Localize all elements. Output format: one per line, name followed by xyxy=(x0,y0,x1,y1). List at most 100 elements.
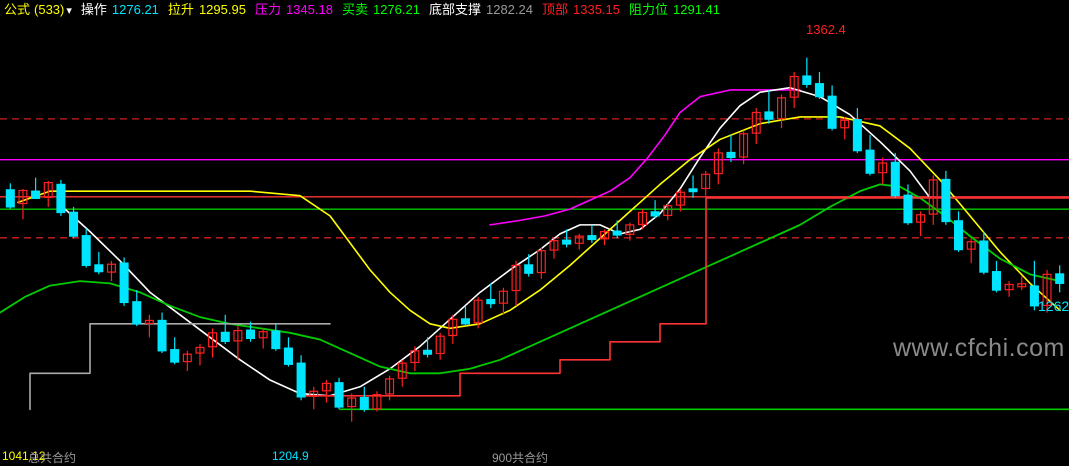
candle[interactable] xyxy=(1042,269,1052,313)
candle[interactable] xyxy=(878,157,888,185)
candle[interactable] xyxy=(536,247,546,279)
candle[interactable] xyxy=(385,375,395,401)
candle[interactable] xyxy=(511,260,521,306)
candle[interactable] xyxy=(764,89,774,124)
candle[interactable] xyxy=(726,134,736,162)
candle[interactable] xyxy=(840,116,850,140)
candle[interactable] xyxy=(144,314,154,338)
candle[interactable] xyxy=(612,220,622,239)
candle[interactable] xyxy=(625,222,635,241)
indicator-buysell[interactable]: 买卖 1276.21 xyxy=(342,0,420,20)
candle[interactable] xyxy=(233,326,243,360)
candle[interactable] xyxy=(296,355,306,401)
candle[interactable] xyxy=(246,321,256,342)
candle[interactable] xyxy=(562,229,572,248)
candle[interactable] xyxy=(157,312,167,354)
formula-selector[interactable]: 公式 (533) ▾ xyxy=(4,0,72,20)
candle[interactable] xyxy=(321,380,331,403)
candle[interactable] xyxy=(954,211,964,252)
candle[interactable] xyxy=(890,152,900,198)
candle[interactable] xyxy=(827,85,837,131)
candle[interactable] xyxy=(56,179,66,216)
candle[interactable] xyxy=(359,386,369,412)
candle[interactable] xyxy=(347,393,357,422)
candle[interactable] xyxy=(132,290,142,327)
candle[interactable] xyxy=(106,260,116,282)
indicator-resistance[interactable]: 阻力位 1291.41 xyxy=(629,0,720,20)
candle[interactable] xyxy=(1004,281,1014,297)
indicator-bottom-support[interactable]: 底部支撑 1282.24 xyxy=(429,0,533,20)
candle[interactable] xyxy=(524,254,534,277)
candle[interactable] xyxy=(802,57,812,88)
candle[interactable] xyxy=(435,332,445,360)
candle[interactable] xyxy=(410,346,420,372)
candle[interactable] xyxy=(397,359,407,387)
candle[interactable] xyxy=(941,170,951,225)
candle[interactable] xyxy=(966,238,976,264)
candle-body xyxy=(258,331,268,339)
candle[interactable] xyxy=(208,328,218,358)
candle[interactable] xyxy=(498,287,508,315)
candle[interactable] xyxy=(751,107,761,144)
candle-body xyxy=(612,230,622,236)
candle[interactable] xyxy=(473,296,483,329)
candle[interactable] xyxy=(663,202,673,221)
candle[interactable] xyxy=(549,238,559,259)
candle[interactable] xyxy=(903,184,913,225)
price-chart[interactable] xyxy=(0,20,1069,460)
candle[interactable] xyxy=(637,209,647,230)
candle[interactable] xyxy=(979,231,989,275)
candle[interactable] xyxy=(587,224,597,243)
candle[interactable] xyxy=(675,188,685,212)
indicator-operate[interactable]: 操作 1276.21 xyxy=(81,0,159,20)
candle[interactable] xyxy=(852,107,862,153)
candle[interactable] xyxy=(448,314,458,345)
candle[interactable] xyxy=(271,323,281,351)
candle[interactable] xyxy=(789,71,799,108)
candle[interactable] xyxy=(739,130,749,165)
candle[interactable] xyxy=(220,314,230,345)
candle[interactable] xyxy=(334,377,344,410)
candle[interactable] xyxy=(372,391,382,412)
candle[interactable] xyxy=(1055,265,1065,293)
candle-body xyxy=(69,211,79,237)
candle[interactable] xyxy=(43,181,53,207)
indicator-pullup[interactable]: 拉升 1295.95 xyxy=(168,0,246,20)
candle[interactable] xyxy=(1017,276,1027,291)
candle[interactable] xyxy=(31,177,41,200)
candle[interactable] xyxy=(486,283,496,309)
candle[interactable] xyxy=(916,211,926,237)
candle[interactable] xyxy=(309,386,319,410)
candle[interactable] xyxy=(600,229,610,246)
candle[interactable] xyxy=(69,206,79,239)
candle[interactable] xyxy=(5,183,15,209)
candle[interactable] xyxy=(574,233,584,250)
candle[interactable] xyxy=(928,175,938,225)
candle[interactable] xyxy=(460,305,470,327)
candle[interactable] xyxy=(991,260,1001,293)
indicator-top[interactable]: 顶部 1335.15 xyxy=(542,0,620,20)
candle[interactable] xyxy=(688,175,698,198)
candle[interactable] xyxy=(650,200,660,219)
candle[interactable] xyxy=(119,257,129,306)
chevron-down-icon[interactable]: ▾ xyxy=(66,5,72,17)
candle[interactable] xyxy=(81,228,91,268)
candle[interactable] xyxy=(777,94,787,129)
candle[interactable] xyxy=(423,337,433,358)
candle[interactable] xyxy=(814,71,824,99)
indicator-pressure[interactable]: 压力 1345.18 xyxy=(255,0,333,20)
candle[interactable] xyxy=(94,251,104,275)
candle[interactable] xyxy=(1029,260,1039,311)
candle[interactable] xyxy=(713,148,723,185)
candle[interactable] xyxy=(865,134,875,176)
candle[interactable] xyxy=(170,337,180,365)
candle[interactable] xyxy=(18,188,28,220)
bottom-label-1: 总共合约 xyxy=(28,451,77,465)
candle[interactable] xyxy=(258,328,268,349)
candle[interactable] xyxy=(182,350,192,372)
candlestick-canvas[interactable] xyxy=(0,20,1069,460)
candle[interactable] xyxy=(701,170,711,196)
candle[interactable] xyxy=(283,337,293,367)
candlesticks[interactable] xyxy=(5,57,1065,422)
candle[interactable] xyxy=(195,344,205,366)
